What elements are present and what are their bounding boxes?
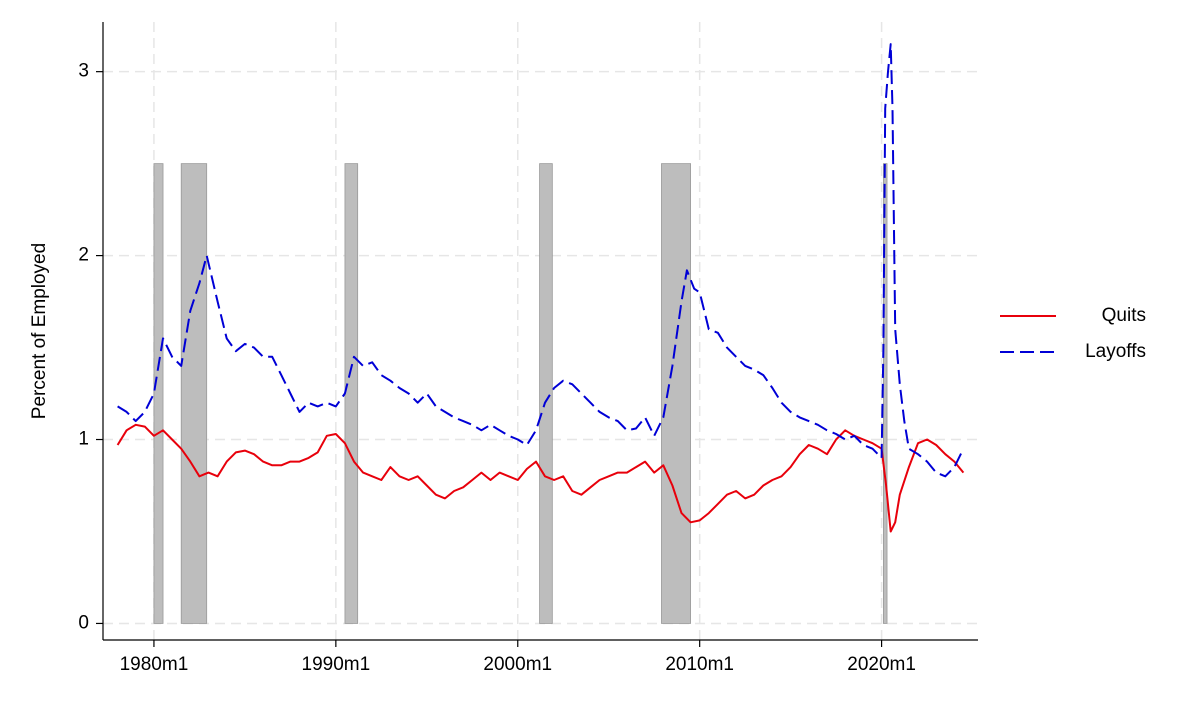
recession-band — [180, 163, 208, 624]
y-axis-label: Percent of Employed — [29, 243, 50, 419]
legend-label: Quits — [1102, 305, 1146, 326]
legend-label: Layoffs — [1085, 341, 1146, 362]
x-tick-label: 1990m1 — [302, 654, 371, 675]
y-tick-label: 0 — [78, 612, 89, 633]
x-tick-label: 2020m1 — [847, 654, 916, 675]
recession-band — [344, 163, 359, 624]
series-line — [116, 423, 965, 533]
y-tick-label: 3 — [78, 61, 89, 82]
recession-band — [153, 163, 164, 624]
x-tick-label: 2010m1 — [665, 654, 734, 675]
recession-band — [661, 163, 691, 624]
recession-band — [539, 163, 553, 624]
y-tick-label: 2 — [78, 245, 89, 266]
x-tick-label: 1980m1 — [120, 654, 189, 675]
y-tick-label: 1 — [78, 429, 89, 450]
x-tick-label: 2000m1 — [483, 654, 552, 675]
series-line — [117, 43, 965, 478]
